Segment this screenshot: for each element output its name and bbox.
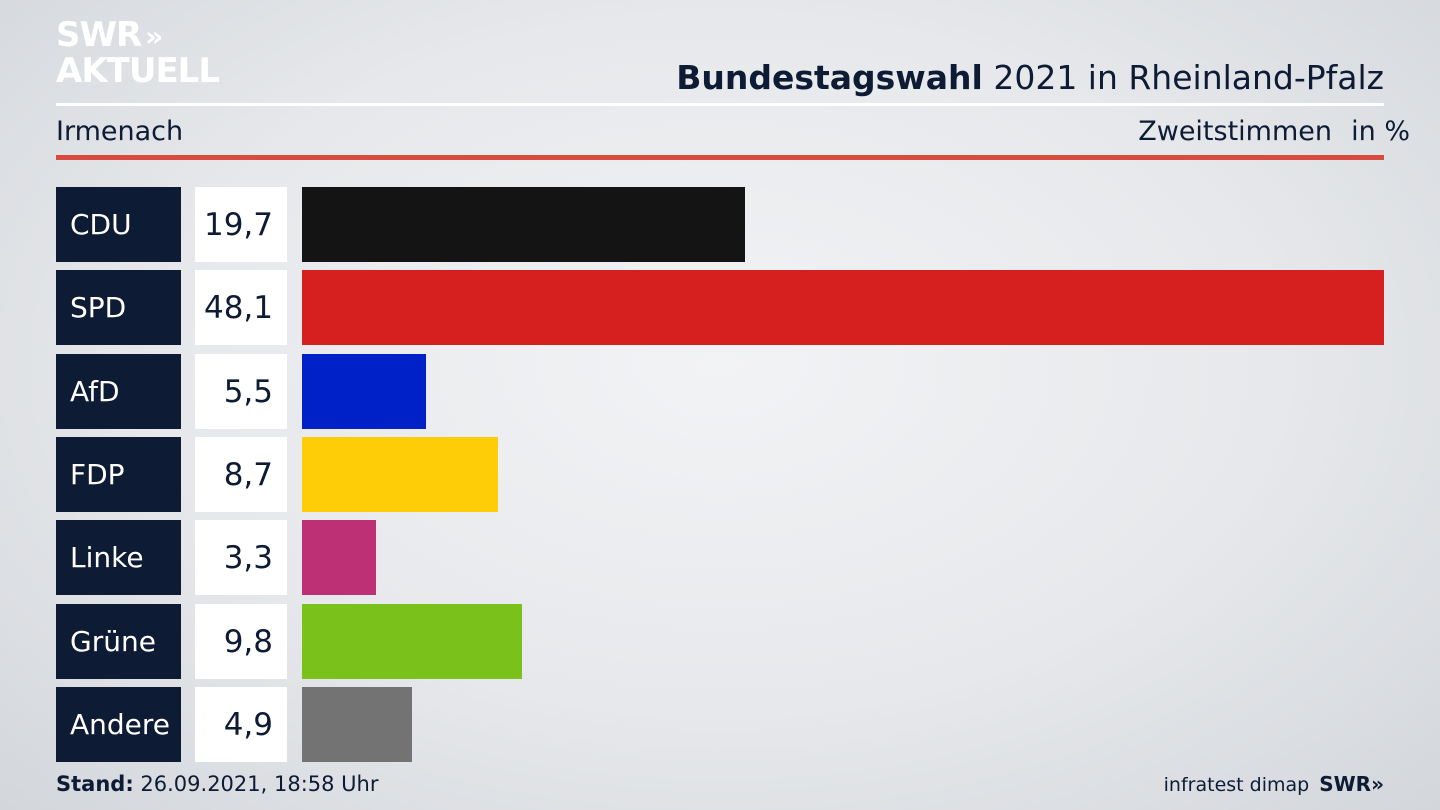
bar-row: Andere 4,9 xyxy=(56,687,1384,762)
bar-row: CDU 19,7 xyxy=(56,187,1384,262)
bar xyxy=(302,604,522,679)
brand-chevron-icon: » xyxy=(1371,772,1384,796)
swr-brand-logo: SWR» xyxy=(1319,772,1384,796)
bar xyxy=(302,520,376,595)
title-rest: 2021 in Rheinland-Pfalz xyxy=(982,58,1384,97)
party-label: CDU xyxy=(56,187,181,262)
party-label: SPD xyxy=(56,270,181,345)
bar-row: AfD 5,5 xyxy=(56,354,1384,429)
place-name: Irmenach xyxy=(56,116,184,147)
value-label: 8,7 xyxy=(195,437,287,512)
bar-row: Linke 3,3 xyxy=(56,520,1384,595)
title-bold: Bundestagswahl xyxy=(676,58,983,97)
value-label: 9,8 xyxy=(195,604,287,679)
value-label: 5,5 xyxy=(195,354,287,429)
party-label: Grüne xyxy=(56,604,181,679)
header-divider xyxy=(56,103,1384,106)
bar xyxy=(302,354,426,429)
bar xyxy=(302,187,745,262)
unit-label: in % xyxy=(1351,116,1410,147)
value-label: 4,9 xyxy=(195,687,287,762)
bar xyxy=(302,687,412,762)
brand-text: SWR xyxy=(1319,772,1372,796)
stand-value: 26.09.2021, 18:58 Uhr xyxy=(133,772,379,796)
logo-line1: SWR xyxy=(56,15,142,55)
metric-label: Zweitstimmen xyxy=(1138,116,1332,147)
value-label: 19,7 xyxy=(195,187,287,262)
value-label: 48,1 xyxy=(195,270,287,345)
bar-row: SPD 48,1 xyxy=(56,270,1384,345)
source-credit: infratest dimap SWR» xyxy=(1164,772,1384,796)
party-label: AfD xyxy=(56,354,181,429)
party-label: Andere xyxy=(56,687,181,762)
stand-label: Stand: xyxy=(56,772,134,796)
timestamp: Stand: 26.09.2021, 18:58 Uhr xyxy=(56,772,379,796)
swr-aktuell-logo: SWR» AKTUELL xyxy=(56,15,220,91)
party-label: Linke xyxy=(56,520,181,595)
logo-line2: AKTUELL xyxy=(56,51,220,91)
bar xyxy=(302,437,498,512)
source-label: infratest dimap xyxy=(1163,774,1310,796)
chart-title: Bundestagswahl 2021 in Rheinland-Pfalz xyxy=(676,58,1384,97)
bar xyxy=(302,270,1384,345)
party-label: FDP xyxy=(56,437,181,512)
subheader-divider xyxy=(56,155,1384,160)
bar-row: FDP 8,7 xyxy=(56,437,1384,512)
bar-row: Grüne 9,8 xyxy=(56,604,1384,679)
value-label: 3,3 xyxy=(195,520,287,595)
